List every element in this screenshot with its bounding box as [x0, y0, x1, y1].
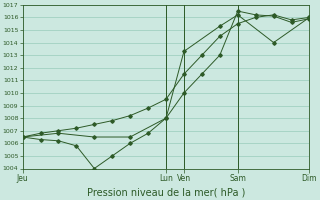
X-axis label: Pression niveau de la mer( hPa ): Pression niveau de la mer( hPa ): [87, 187, 245, 197]
